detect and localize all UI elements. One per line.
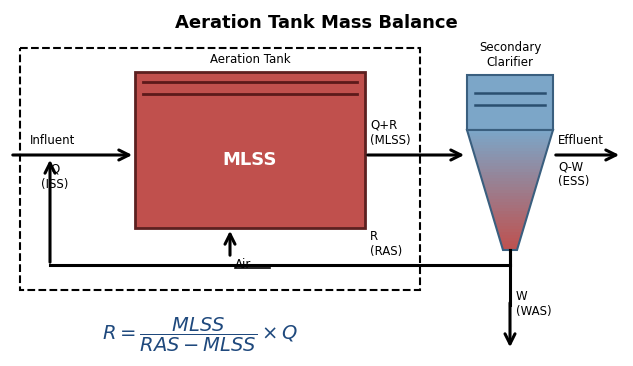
Text: Q-W
(ESS): Q-W (ESS) [558,160,589,188]
Polygon shape [469,136,551,139]
Polygon shape [470,139,550,142]
Polygon shape [478,166,542,169]
Polygon shape [480,172,541,175]
Polygon shape [489,202,531,205]
Text: Aeration Tank Mass Balance: Aeration Tank Mass Balance [175,14,458,32]
Polygon shape [493,217,527,220]
Polygon shape [480,175,539,178]
Text: Effluent: Effluent [558,134,604,147]
Polygon shape [470,142,549,145]
Bar [135,72,365,228]
Polygon shape [492,214,528,217]
Text: Aeration Tank: Aeration Tank [210,53,291,66]
Bar [467,75,553,130]
Polygon shape [495,223,525,226]
Bar [20,48,420,290]
Polygon shape [485,190,535,193]
Polygon shape [468,133,552,136]
Polygon shape [500,241,520,244]
Polygon shape [472,148,548,151]
Polygon shape [496,226,524,229]
Text: Influent: Influent [30,134,75,147]
Polygon shape [476,160,544,163]
Text: W
(WAS): W (WAS) [516,290,551,318]
Polygon shape [498,232,522,235]
Polygon shape [483,184,537,187]
Polygon shape [482,178,539,181]
Polygon shape [499,235,522,238]
Text: Secondary
Clarifier: Secondary Clarifier [479,41,541,69]
Polygon shape [474,154,546,157]
Polygon shape [489,205,530,208]
Polygon shape [473,151,547,154]
Polygon shape [487,196,533,199]
Polygon shape [467,130,553,133]
Polygon shape [479,169,541,172]
Polygon shape [477,163,543,166]
Text: Air: Air [235,258,251,271]
Text: Q
(ISS): Q (ISS) [41,163,69,191]
Text: MLSS: MLSS [223,151,277,169]
Polygon shape [487,199,532,202]
Text: Q+R
(MLSS): Q+R (MLSS) [370,119,411,147]
Polygon shape [475,157,545,160]
Polygon shape [502,247,518,250]
Polygon shape [501,244,519,247]
Polygon shape [491,208,530,211]
Polygon shape [499,238,520,241]
Polygon shape [484,187,536,190]
Polygon shape [482,181,537,184]
Polygon shape [472,145,549,148]
Text: $\it{R}=\dfrac{\it{MLSS}}{\it{RAS}-\it{MLSS}}\times\it{Q}$: $\it{R}=\dfrac{\it{MLSS}}{\it{RAS}-\it{M… [102,316,298,354]
Text: R
(RAS): R (RAS) [370,230,402,258]
Polygon shape [494,220,526,223]
Polygon shape [491,211,529,214]
Polygon shape [497,229,523,232]
Polygon shape [486,193,534,196]
